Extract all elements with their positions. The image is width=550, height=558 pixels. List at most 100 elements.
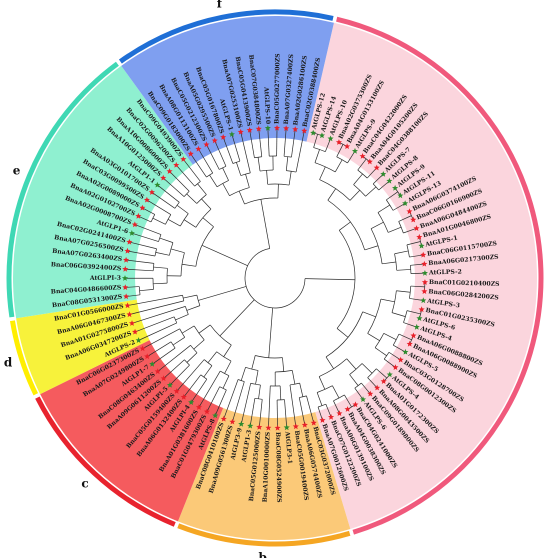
- branch: [131, 306, 186, 324]
- leaf-marker-star: [402, 348, 409, 355]
- leaf-marker-star: [327, 135, 334, 142]
- leaf-marker-star: [344, 406, 351, 412]
- branch: [150, 214, 156, 223]
- leaf-marker-star: [319, 417, 326, 423]
- branch: [289, 384, 297, 427]
- leaf-marker-star: [386, 177, 393, 184]
- branch: [209, 174, 218, 188]
- branch: [377, 204, 390, 213]
- leaf-marker-star: [255, 125, 262, 132]
- leaf-marker-star: [188, 399, 195, 405]
- branch: [186, 305, 201, 311]
- branch: [316, 392, 323, 406]
- group-rim-e: [6, 61, 119, 318]
- branch: [173, 316, 178, 324]
- branch: [288, 171, 292, 186]
- leaf-marker-star: [180, 393, 187, 400]
- branch: [183, 374, 202, 398]
- branch: [249, 130, 255, 158]
- leaf-marker-star: [180, 156, 187, 162]
- branch: [155, 252, 170, 256]
- branch: [201, 244, 248, 267]
- branch: [245, 174, 250, 188]
- branch: [126, 294, 141, 297]
- branch: [258, 399, 263, 428]
- branch: [284, 155, 292, 158]
- leaf-label: BnaC04G0486600ZS: [51, 284, 122, 295]
- branch: [236, 162, 242, 176]
- branch: [223, 379, 239, 420]
- leaf-marker-star: [410, 216, 417, 223]
- leaf-label: AtGLP3-1: [283, 430, 293, 464]
- branch: [207, 351, 217, 363]
- leaf-label: BnaC05G0277000ZS: [274, 53, 282, 124]
- branch: [157, 184, 180, 203]
- branch: [354, 387, 364, 400]
- branch: [198, 370, 221, 408]
- branch: [339, 221, 351, 231]
- branch: [289, 382, 300, 386]
- branch: [279, 385, 282, 400]
- group-label-e: e: [13, 163, 21, 177]
- branch: [284, 399, 288, 428]
- branch: [319, 166, 326, 180]
- branch: [317, 403, 326, 408]
- branch: [206, 172, 213, 178]
- branch: [282, 357, 285, 372]
- leaf-marker-star: [173, 161, 180, 168]
- leaf-marker-star: [246, 126, 253, 133]
- leaf-marker-star: [135, 212, 142, 219]
- branch: [240, 367, 246, 381]
- leaf-marker-star: [418, 306, 425, 313]
- branch: [333, 400, 340, 414]
- branch: [184, 359, 190, 366]
- group-label-b: b: [259, 551, 267, 558]
- branch: [258, 384, 261, 399]
- leaf-marker-star: [413, 225, 420, 231]
- branch: [410, 265, 412, 274]
- branch: [394, 250, 409, 255]
- branch: [406, 244, 410, 258]
- branch: [388, 226, 402, 233]
- branch: [396, 290, 411, 293]
- branch: [370, 221, 384, 229]
- branch: [393, 344, 406, 353]
- branch: [313, 134, 318, 148]
- branch: [372, 173, 384, 185]
- leaf-marker-star: [392, 184, 399, 191]
- leaf-marker-star: [421, 269, 428, 276]
- leaf-marker-star: [124, 247, 131, 254]
- branch: [291, 370, 296, 385]
- branch: [142, 328, 180, 349]
- branch: [183, 294, 197, 299]
- leaf-marker-star: [373, 164, 380, 171]
- branch: [258, 128, 263, 157]
- leaf-marker-star: [139, 204, 146, 211]
- branch: [190, 153, 207, 178]
- leaf-marker-star: [187, 150, 194, 157]
- branch: [260, 199, 271, 249]
- leaf-marker-star: [166, 381, 173, 388]
- branch: [134, 224, 162, 235]
- leaf-marker-star: [421, 288, 428, 295]
- leaf-marker-star: [420, 251, 427, 258]
- leaf-marker-star: [421, 279, 428, 285]
- group-rim-f: [118, 9, 334, 64]
- branch: [152, 278, 154, 290]
- leaf-marker-star: [413, 323, 420, 330]
- leaf-marker-star: [273, 124, 281, 131]
- branch: [367, 333, 380, 341]
- branch: [134, 316, 175, 333]
- branch: [361, 382, 371, 395]
- leaf-marker-star: [420, 297, 427, 304]
- branch: [138, 322, 177, 341]
- leaf-marker-star: [310, 129, 317, 136]
- leaf-marker-star: [123, 256, 130, 263]
- group-sector-a: [306, 22, 537, 529]
- branch: [138, 215, 152, 223]
- branch: [206, 386, 220, 412]
- tree-branches: [124, 128, 426, 428]
- branch: [409, 254, 424, 258]
- branch: [353, 184, 366, 197]
